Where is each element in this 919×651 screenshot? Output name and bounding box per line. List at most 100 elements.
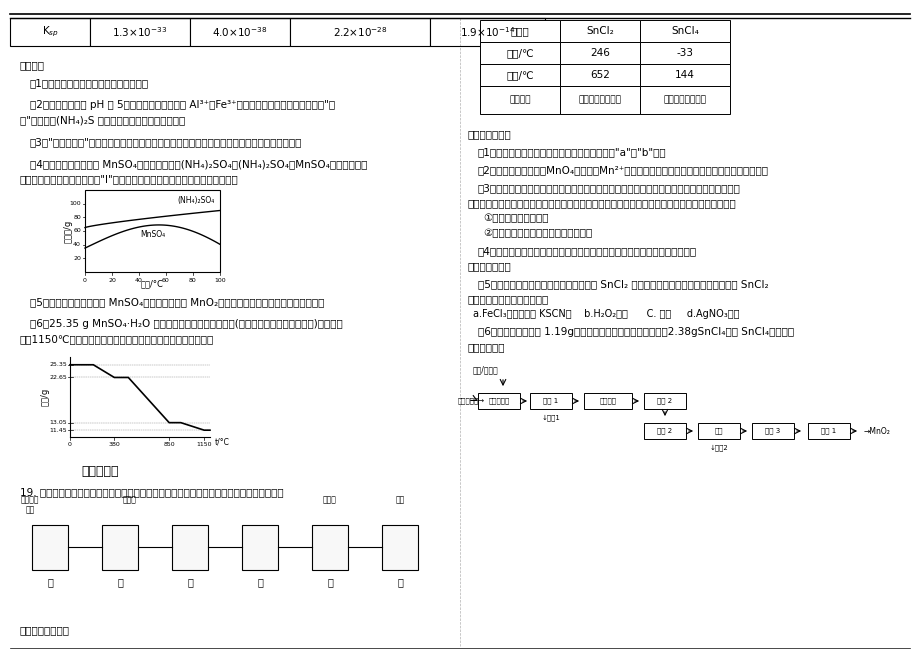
Text: 如下图所示，据此判断，操作"Ⅰ"应为蒸发浓缩、＿＿＿＿＿＿、洗涤、干燥。: 如下图所示，据此判断，操作"Ⅰ"应为蒸发浓缩、＿＿＿＿＿＿、洗涤、干燥。: [20, 174, 239, 184]
Text: 质量/g: 质量/g: [40, 388, 50, 406]
Text: （5）工业上可用电解酸性 MnSO₄溶液的方法制备 MnO₂，其阳极反应式为＿＿＿＿＿＿＿＿。: （5）工业上可用电解酸性 MnSO₄溶液的方法制备 MnO₂，其阳极反应式为＿＿…: [30, 297, 324, 307]
Text: 沸点/℃: 沸点/℃: [505, 70, 533, 80]
Bar: [289, 18, 429, 46]
Bar: [529, 393, 572, 409]
Bar: [381, 525, 417, 570]
Text: 化学式: 化学式: [510, 26, 528, 36]
Bar: [560, 42, 640, 64]
Text: （6）反应中用去锡粒 1.19g，反应后在丙装置的试管中收集到2.38gSnCl₄，则 SnCl₄的产率为: （6）反应中用去锡粒 1.19g，反应后在丙装置的试管中收集到2.38gSnCl…: [478, 327, 793, 337]
Text: 化"时，加入(NH₄)₂S 的作用为＿＿＿＿＿＿＿＿＿。: 化"时，加入(NH₄)₂S 的作用为＿＿＿＿＿＿＿＿＿。: [20, 115, 185, 125]
Text: →MnO₂: →MnO₂: [863, 426, 890, 436]
Text: 液态 2: 液态 2: [657, 398, 672, 404]
Bar: [751, 423, 793, 439]
Bar: [560, 64, 640, 86]
Bar: [560, 20, 640, 42]
Text: SnCl₂: SnCl₂: [585, 26, 613, 36]
Text: 1150: 1150: [196, 443, 211, 447]
Text: （1）丙装置中冷凝管的进水口为＿＿＿＿＿（填"a"或"b"）。: （1）丙装置中冷凝管的进水口为＿＿＿＿＿（填"a"或"b"）。: [478, 147, 666, 157]
Text: 目答下列问题：: 目答下列问题：: [468, 129, 511, 139]
Text: 850: 850: [164, 443, 175, 447]
Text: ↓废水1: ↓废水1: [541, 414, 560, 421]
Text: 请回答：: 请回答：: [20, 60, 45, 70]
Text: 液态 1: 液态 1: [543, 398, 558, 404]
Text: 20: 20: [73, 256, 81, 261]
Text: 确石水: 确石水: [123, 495, 137, 504]
Bar: [640, 20, 729, 42]
Text: SnCl₄: SnCl₄: [670, 26, 698, 36]
Text: 氯化、还原: 氯化、还原: [488, 398, 509, 404]
Text: 丙: 丙: [187, 577, 193, 587]
Text: 熔点/℃: 熔点/℃: [505, 48, 533, 58]
Bar: [643, 423, 686, 439]
Bar: [312, 525, 347, 570]
Text: 洗涤 2: 洗涤 2: [657, 428, 672, 434]
Text: 高锰酸钾
晶体: 高锰酸钾 晶体: [21, 495, 40, 514]
Text: 1.3×10$^{-33}$: 1.3×10$^{-33}$: [112, 25, 167, 39]
Text: 0: 0: [83, 277, 86, 283]
Text: 60: 60: [162, 277, 170, 283]
Text: 2.2×10$^{-28}$: 2.2×10$^{-28}$: [333, 25, 387, 39]
Text: ②＿＿＿＿＿＿＿＿＿＿＿＿＿＿＿。: ②＿＿＿＿＿＿＿＿＿＿＿＿＿＿＿。: [482, 228, 592, 238]
Text: a.FeCl₃溶液（含有 KSCN）    b.H₂O₂溶液      C. 淡水     d.AgNO₃溶液: a.FeCl₃溶液（含有 KSCN） b.H₂O₂溶液 C. 淡水 d.AgNO…: [472, 309, 739, 319]
Text: 4.0×10$^{-38}$: 4.0×10$^{-38}$: [212, 25, 267, 39]
Bar: [242, 525, 278, 570]
Text: 652: 652: [589, 70, 609, 80]
Text: 25.35: 25.35: [50, 362, 67, 367]
Text: 精锡浓氯气→: 精锡浓氯气→: [458, 398, 484, 404]
Text: （2）用甲装置制氯气，MnO₄被还原为Mn²⁺，该反应的离子方程式为＿＿＿＿＿＿＿＿＿＿＿，: （2）用甲装置制氯气，MnO₄被还原为Mn²⁺，该反应的离子方程式为＿＿＿＿＿＿…: [478, 165, 768, 175]
Text: 380: 380: [108, 443, 120, 447]
Text: 22.65: 22.65: [50, 375, 67, 380]
Bar: [560, 86, 640, 114]
Text: MnSO₄: MnSO₄: [140, 230, 165, 239]
Text: （4）如果缺少乙装置，可能产生的后果是＿＿＿＿＿＿＿＿；已装置的作用是: （4）如果缺少乙装置，可能产生的后果是＿＿＿＿＿＿＿＿；已装置的作用是: [478, 246, 697, 256]
Text: 19. 四氯化锡可用作电镀剂，利用如图所示装置可以制备四氯化锡（部分夹持装置已略去）：: 19. 四氯化锡可用作电镀剂，利用如图所示装置可以制备四氯化锡（部分夹持装置已略…: [20, 487, 283, 497]
Text: （3）"氧化、还原"中，发生的所有氧化还原反应的离子方程式为＿＿＿＿＿＿＿＿＿＿＿＿＿。: （3）"氧化、还原"中，发生的所有氧化还原反应的离子方程式为＿＿＿＿＿＿＿＿＿＿…: [30, 137, 302, 147]
Text: 40: 40: [135, 277, 142, 283]
Text: t/°C: t/°C: [215, 437, 230, 447]
Text: 100: 100: [69, 201, 81, 206]
Text: 净化: 净化: [714, 428, 722, 434]
Text: 13.05: 13.05: [50, 420, 67, 425]
Text: 操作 1: 操作 1: [821, 428, 835, 434]
Bar: [584, 393, 631, 409]
Text: 100: 100: [214, 277, 225, 283]
Text: 80: 80: [74, 215, 81, 220]
Text: 四、实验题: 四、实验题: [81, 465, 119, 478]
Text: ①促进氯气与锡反应；: ①促进氯气与锡反应；: [482, 213, 548, 223]
Text: (NH₄)₂SO₄: (NH₄)₂SO₄: [177, 197, 215, 206]
Bar: [480, 86, 560, 114]
Bar: [698, 423, 739, 439]
Text: （1）沉淀１的化学式为＿＿＿＿＿＿＿。: （1）沉淀１的化学式为＿＿＿＿＿＿＿。: [30, 78, 149, 88]
Text: 丁: 丁: [256, 577, 263, 587]
Bar: [480, 42, 560, 64]
Text: 其他性质: 其他性质: [509, 96, 530, 105]
Text: 80: 80: [189, 277, 197, 283]
Text: ＿＿＿＿＿。: ＿＿＿＿＿。: [468, 342, 505, 352]
Text: -33: -33: [675, 48, 693, 58]
Bar: [640, 64, 729, 86]
Text: （5）某同学认为丁装置中的反应可能产生 SnCl₂ 杂质，以下试剂中可用于检测是否产生 SnCl₂: （5）某同学认为丁装置中的反应可能产生 SnCl₂ 杂质，以下试剂中可用于检测是…: [478, 279, 767, 289]
Text: （2）室温下，调节 pH 为 5，试通过计算说明此时 Al³⁺、Fe³⁺已沉淀完全，理由是＿＿＿＿，"净: （2）室温下，调节 pH 为 5，试通过计算说明此时 Al³⁺、Fe³⁺已沉淀完…: [30, 100, 335, 110]
Text: 盐酸/浓氯气: 盐酸/浓氯气: [472, 365, 498, 374]
Bar: [90, 18, 190, 46]
Text: （4）已知：滤液３中除 MnSO₄外，还含有少量(NH₄)₂SO₄。(NH₄)₂SO₄、MnSO₄的溶解度曲线: （4）已知：滤液３中除 MnSO₄外，还含有少量(NH₄)₂SO₄。(NH₄)₂…: [30, 159, 367, 169]
Bar: [102, 525, 138, 570]
Text: 1.9×10$^{-14}$: 1.9×10$^{-14}$: [460, 25, 515, 39]
Bar: [640, 86, 729, 114]
Bar: [643, 393, 686, 409]
Text: 甲: 甲: [47, 577, 53, 587]
Text: 246: 246: [589, 48, 609, 58]
Bar: [480, 20, 560, 42]
Text: 滤液为外: 滤液为外: [599, 398, 616, 404]
Text: 己: 己: [397, 577, 403, 587]
Text: 60: 60: [74, 229, 81, 234]
Bar: [32, 525, 68, 570]
Text: 11.45: 11.45: [50, 428, 67, 433]
Text: 乙: 乙: [117, 577, 123, 587]
Text: （3）将装置如图连接好，检查气密性，缓慢滴入浓盐酸，待观察到＿＿＿＿＿（填现象）后，: （3）将装置如图连接好，检查气密性，缓慢滴入浓盐酸，待观察到＿＿＿＿＿（填现象）…: [478, 183, 740, 193]
Text: 液态 3: 液态 3: [765, 428, 780, 434]
Text: 有关信息如下表：: 有关信息如下表：: [20, 625, 70, 635]
Text: 温度/°C: 温度/°C: [141, 279, 164, 288]
Bar: [478, 393, 519, 409]
Text: 无色晶体，易氧化: 无色晶体，易氧化: [578, 96, 621, 105]
